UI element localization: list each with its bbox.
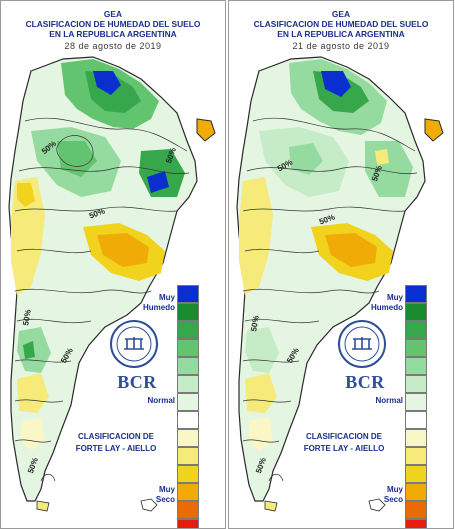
legend-swatch <box>177 519 199 528</box>
malvinas-islands <box>140 498 158 512</box>
tierra-del-fuego <box>36 500 50 512</box>
argentina-moisture-map <box>236 56 444 512</box>
header-subtitle: EN LA REPUBLICA ARGENTINA <box>49 29 177 39</box>
argentina-moisture-map <box>8 56 216 512</box>
dry-zone-west-core <box>17 183 35 207</box>
legend-swatch <box>177 303 199 321</box>
legend-swatch <box>177 465 199 483</box>
legend-swatch <box>177 339 199 357</box>
bcr-seal-icon <box>338 320 386 368</box>
legend-label-very-wet: Muy Humedo <box>143 293 175 312</box>
contour-lines <box>14 117 190 482</box>
classification-source: CLASIFICACION DE FORTE LAY - AIELLO <box>75 432 157 453</box>
uruguay-edge <box>196 118 216 142</box>
legend-swatch <box>177 483 199 501</box>
bcr-brand: BCR <box>345 372 385 392</box>
header-title: CLASIFICACION DE HUMEDAD DEL SUELO <box>253 19 429 29</box>
uruguay-edge <box>424 118 444 142</box>
header-date: 28 de agosto de 2019 <box>64 41 162 51</box>
legend-swatch <box>177 375 199 393</box>
header-date: 21 de agosto de 2019 <box>292 41 390 51</box>
legend-swatch <box>405 393 427 411</box>
legend-swatch <box>405 429 427 447</box>
dry-zone-west <box>239 177 273 295</box>
moist-zone-center-core <box>289 143 323 175</box>
dry-spot-east <box>375 149 389 165</box>
legend-swatch <box>405 357 427 375</box>
legend-swatch <box>177 429 199 447</box>
dry-zone-patagonia <box>245 373 277 413</box>
contour-lines <box>242 117 418 482</box>
saturated-zone-north <box>321 71 351 97</box>
legend-label-normal: Normal <box>375 396 403 405</box>
very-dry-zone-pampa <box>97 233 149 267</box>
dry-zone-west <box>11 177 45 295</box>
wet-spot-patagonia <box>23 341 35 359</box>
soil-moisture-map-panel-aug-21: GEA CLASIFICACION DE HUMEDAD DEL SUELO E… <box>228 0 454 529</box>
header-gea: GEA <box>331 9 351 19</box>
dry-zone-patagonia <box>17 373 49 413</box>
slightly-dry-zone-south <box>249 417 273 451</box>
legend-swatch <box>177 501 199 519</box>
slightly-dry-zone-south <box>21 417 45 451</box>
color-legend <box>177 285 199 528</box>
moist-zone-patagonia <box>245 327 279 373</box>
bcr-brand: BCR <box>117 372 157 392</box>
legend-swatch <box>405 375 427 393</box>
legend-label-normal: Normal <box>147 396 175 405</box>
saturated-zone-east <box>147 171 169 193</box>
legend-swatch <box>405 411 427 429</box>
legend-swatch <box>405 519 427 528</box>
tierra-del-fuego <box>264 500 278 512</box>
legend-swatch <box>405 303 427 321</box>
malvinas-islands <box>368 498 386 512</box>
legend-swatch <box>405 285 427 303</box>
color-legend <box>405 285 427 528</box>
soil-moisture-map-panel-aug-28: GEA CLASIFICACION DE HUMEDAD DEL SUELO E… <box>0 0 226 529</box>
header-gea: GEA <box>103 9 123 19</box>
legend-swatch <box>405 339 427 357</box>
legend-swatch <box>177 447 199 465</box>
very-dry-zone-pampa <box>325 233 377 267</box>
legend-swatch <box>405 501 427 519</box>
legend-swatch <box>177 393 199 411</box>
header-title: CLASIFICACION DE HUMEDAD DEL SUELO <box>25 19 201 29</box>
header-subtitle: EN LA REPUBLICA ARGENTINA <box>277 29 405 39</box>
legend-swatch <box>405 483 427 501</box>
legend-label-very-dry: Muy Seco <box>155 485 175 504</box>
legend-swatch <box>177 321 199 339</box>
legend-swatch <box>405 321 427 339</box>
moist-zone-center-core <box>57 141 97 177</box>
bcr-seal-icon <box>110 320 158 368</box>
classification-source: CLASIFICACION DE FORTE LAY - AIELLO <box>303 432 385 453</box>
legend-swatch <box>177 285 199 303</box>
legend-swatch <box>405 447 427 465</box>
saturated-zone-north <box>93 71 121 95</box>
legend-label-very-wet: Muy Humedo <box>371 293 403 312</box>
legend-swatch <box>177 357 199 375</box>
legend-swatch <box>405 465 427 483</box>
legend-swatch <box>177 411 199 429</box>
legend-label-very-dry: Muy Seco <box>383 485 403 504</box>
